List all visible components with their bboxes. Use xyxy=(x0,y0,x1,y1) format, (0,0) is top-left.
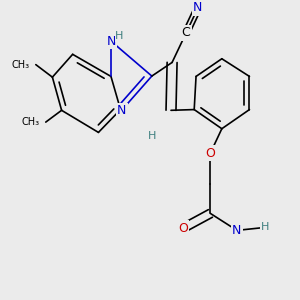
Text: CH₃: CH₃ xyxy=(21,117,39,127)
Text: N: N xyxy=(232,224,242,237)
Text: N: N xyxy=(106,34,116,48)
Text: N: N xyxy=(117,104,126,117)
Text: CH₃: CH₃ xyxy=(11,60,29,70)
Text: O: O xyxy=(206,146,215,160)
Text: O: O xyxy=(178,222,188,235)
Text: C: C xyxy=(182,26,190,40)
Text: H: H xyxy=(148,131,156,141)
Text: H: H xyxy=(261,222,269,233)
Text: N: N xyxy=(193,2,203,14)
Text: H: H xyxy=(115,31,123,41)
